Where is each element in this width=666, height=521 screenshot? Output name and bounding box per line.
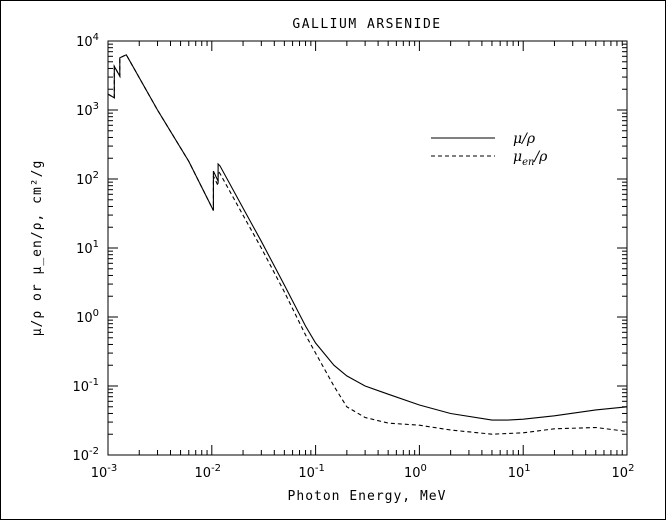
y-tick-label: 103 — [76, 101, 99, 119]
y-tick-label: 10-2 — [72, 446, 99, 464]
legend: μ/ρ μen/ρ — [431, 131, 548, 168]
x-tick-label: 100 — [404, 463, 427, 481]
x-axis-label: Photon Energy, MeV — [288, 489, 447, 504]
x-tick-label: 10-3 — [91, 463, 118, 481]
series-line-mu-en-rho — [107, 54, 628, 435]
y-tick-label: 10-1 — [72, 377, 99, 395]
y-tick-label: 101 — [76, 239, 99, 257]
x-tick-label: 101 — [508, 463, 531, 481]
plot-area — [107, 40, 628, 456]
x-tick-label: 10-2 — [195, 463, 222, 481]
y-axis-label: μ/ρ or μ_en/ρ, cm²/g — [30, 160, 45, 337]
legend-label-mu-rho: μ/ρ — [513, 131, 536, 147]
y-tick-label: 104 — [76, 32, 99, 50]
x-tick-label: 10-1 — [298, 463, 325, 481]
series-line-mu-rho — [107, 54, 628, 421]
y-tick-label: 102 — [76, 170, 99, 188]
legend-label-mu-en-rho: μen/ρ — [513, 149, 548, 168]
x-tick-labels: 10-3 10-2 10-1 100 101 102 — [91, 463, 635, 481]
axis-ticks — [107, 41, 627, 456]
y-tick-labels: 10-2 10-1 100 101 102 103 104 — [72, 32, 99, 464]
x-tick-label: 102 — [612, 463, 635, 481]
y-axis-label-group: μ/ρ or μ_en/ρ, cm²/g — [30, 160, 45, 337]
chart-title: GALLIUM ARSENIDE — [292, 17, 441, 32]
y-tick-label: 100 — [76, 308, 99, 326]
series-group — [107, 54, 628, 435]
